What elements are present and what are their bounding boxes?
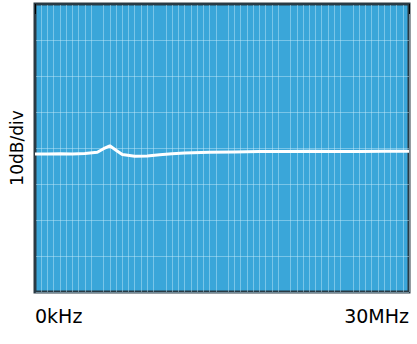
- svg-text:0kHz: 0kHz: [35, 305, 82, 327]
- svg-text:30MHz: 30MHz: [344, 305, 409, 327]
- svg-text:10dB/div: 10dB/div: [7, 110, 27, 185]
